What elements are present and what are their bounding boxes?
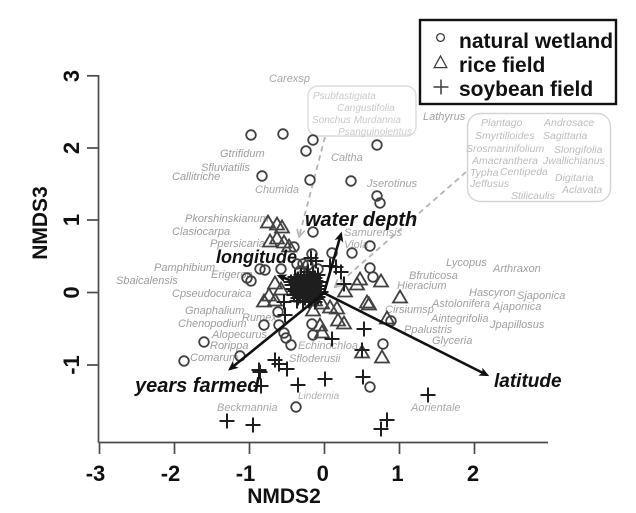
svg-text:Aintegrifolia: Aintegrifolia xyxy=(430,313,488,325)
svg-text:Ppersicaria: Ppersicaria xyxy=(210,238,265,250)
svg-text:Aorientale: Aorientale xyxy=(410,402,461,414)
svg-text:-3: -3 xyxy=(86,461,106,486)
svg-text:Rumex: Rumex xyxy=(242,312,277,324)
svg-text:Gtrifidum: Gtrifidum xyxy=(220,148,265,160)
svg-text:Echinochloa: Echinochloa xyxy=(298,340,358,352)
svg-text:2: 2 xyxy=(59,142,84,154)
svg-text:-1: -1 xyxy=(236,461,256,486)
svg-text:3: 3 xyxy=(59,70,84,82)
svg-text:Cpseudocuraica: Cpseudocuraica xyxy=(172,288,252,300)
svg-text:0: 0 xyxy=(59,286,84,298)
svg-text:Samurensis: Samurensis xyxy=(344,227,403,239)
svg-text:Jwallichianus: Jwallichianus xyxy=(542,155,606,167)
svg-text:Alopecurus: Alopecurus xyxy=(211,329,268,341)
svg-text:Gnaphalium: Gnaphalium xyxy=(185,305,244,317)
svg-text:latitude: latitude xyxy=(494,371,562,392)
svg-text:Cirsiumsp: Cirsiumsp xyxy=(385,304,434,316)
svg-text:Lycopus: Lycopus xyxy=(446,257,487,269)
svg-text:Glyceria: Glyceria xyxy=(432,335,472,347)
svg-text:Sbaicalensis: Sbaicalensis xyxy=(116,275,178,287)
svg-text:Slongifolia: Slongifolia xyxy=(554,144,603,156)
svg-text:Lathyrus: Lathyrus xyxy=(423,111,466,123)
svg-text:1: 1 xyxy=(59,214,84,226)
svg-text:Srosmarinifolium: Srosmarinifolium xyxy=(466,143,544,155)
svg-text:Ajaponica: Ajaponica xyxy=(492,301,541,313)
svg-text:NMDS2: NMDS2 xyxy=(247,485,321,508)
svg-text:Ppalustris: Ppalustris xyxy=(404,324,453,336)
svg-text:Typha: Typha xyxy=(470,167,499,179)
svg-text:Centipeda: Centipeda xyxy=(500,166,548,178)
svg-text:Callitriche: Callitriche xyxy=(172,171,220,183)
svg-text:Astolonifera: Astolonifera xyxy=(431,298,490,310)
svg-text:Carexsp: Carexsp xyxy=(269,73,310,85)
svg-text:Beckmannia: Beckmannia xyxy=(217,402,278,414)
svg-text:Psanguinolentus: Psanguinolentus xyxy=(338,127,412,138)
svg-text:natural wetland: natural wetland xyxy=(459,30,613,53)
svg-text:0: 0 xyxy=(317,461,329,486)
svg-text:Plantago: Plantago xyxy=(481,117,523,129)
svg-text:Caltha: Caltha xyxy=(331,152,363,164)
svg-text:Lindernia: Lindernia xyxy=(298,391,340,402)
svg-text:Stilicaulis: Stilicaulis xyxy=(511,190,556,202)
svg-text:Comarum: Comarum xyxy=(190,352,238,364)
svg-text:Amacranthera: Amacranthera xyxy=(471,155,538,167)
svg-text:Sonchus Murdannia: Sonchus Murdannia xyxy=(312,115,401,126)
svg-text:Clasiocarpa: Clasiocarpa xyxy=(172,226,230,238)
svg-text:2: 2 xyxy=(467,461,479,486)
svg-text:Pkorshinskianum: Pkorshinskianum xyxy=(185,213,269,225)
svg-text:-1: -1 xyxy=(59,355,84,375)
svg-text:Arthraxon: Arthraxon xyxy=(492,263,541,275)
svg-text:Sfloderusii: Sfloderusii xyxy=(289,353,341,365)
svg-text:Digitaria: Digitaria xyxy=(555,172,594,184)
svg-text:Rorippa: Rorippa xyxy=(210,340,249,352)
svg-text:Sfluviatilis: Sfluviatilis xyxy=(201,162,250,174)
svg-text:Aclavata: Aclavata xyxy=(561,184,602,196)
svg-text:Androsace: Androsace xyxy=(543,117,594,129)
svg-text:NMDS3: NMDS3 xyxy=(29,186,52,260)
svg-text:Cangustifolia: Cangustifolia xyxy=(337,103,395,114)
svg-text:years farmed: years farmed xyxy=(134,375,260,397)
svg-text:Hieracium: Hieracium xyxy=(397,280,447,292)
svg-text:rice field: rice field xyxy=(459,54,545,77)
svg-text:Sjaponica: Sjaponica xyxy=(517,290,565,302)
svg-text:Pamphibium: Pamphibium xyxy=(154,262,215,274)
svg-text:Jpapillosus: Jpapillosus xyxy=(489,319,545,331)
svg-text:-2: -2 xyxy=(161,461,181,486)
svg-text:water depth: water depth xyxy=(305,209,417,231)
svg-text:Chenopodium: Chenopodium xyxy=(178,318,247,330)
svg-text:1: 1 xyxy=(391,461,403,486)
svg-text:soybean field: soybean field xyxy=(459,78,593,101)
svg-text:Smyrtilloides: Smyrtilloides xyxy=(475,130,535,142)
svg-text:Hascyron: Hascyron xyxy=(469,287,515,299)
svg-text:Bfruticosa: Bfruticosa xyxy=(409,270,458,282)
svg-text:longitude: longitude xyxy=(216,247,297,267)
svg-text:Chumida: Chumida xyxy=(255,184,299,196)
svg-text:Jserotinus: Jserotinus xyxy=(366,178,418,190)
svg-text:Sagittaria: Sagittaria xyxy=(543,130,588,142)
svg-text:Jeffusus: Jeffusus xyxy=(469,178,510,190)
svg-text:Psubfastigiata: Psubfastigiata xyxy=(313,91,376,102)
